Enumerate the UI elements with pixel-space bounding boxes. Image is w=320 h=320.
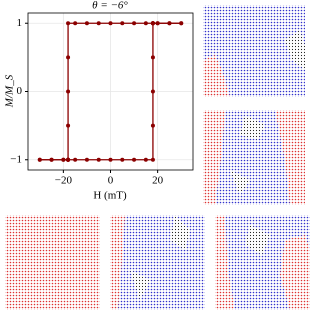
plot-frame (27, 12, 194, 171)
data-point (108, 157, 113, 162)
y-tick-label: 1 (17, 17, 23, 29)
x-tick-label: −20 (55, 175, 73, 187)
x-tick-label: 20 (152, 175, 164, 187)
data-point (150, 89, 155, 94)
x-tick-label: 0 (108, 175, 114, 187)
data-point (66, 157, 71, 162)
domain-panel (203, 110, 305, 205)
data-point (37, 157, 42, 162)
chart-title: θ = −6° (92, 0, 128, 12)
data-point (179, 21, 184, 26)
domain-images (5, 5, 310, 310)
figure: θ = −6° H (mT) M/M_S −20 0 20 −1 0 1 (4, 0, 310, 310)
data-point (73, 21, 78, 26)
data-point (49, 157, 54, 162)
data-point (96, 21, 101, 26)
data-point (150, 123, 155, 128)
data-point (167, 21, 172, 26)
y-tick-label: −1 (10, 153, 22, 165)
data-point (132, 21, 137, 26)
domain-panel (110, 215, 205, 310)
data-point (66, 89, 71, 94)
y-tick-label: 0 (17, 85, 23, 97)
data-point (150, 55, 155, 60)
data-point (84, 21, 89, 26)
data-point (143, 21, 148, 26)
domain-panel (5, 215, 100, 310)
data-point (61, 157, 66, 162)
y-axis-label: M/M_S (4, 74, 16, 108)
data-point (120, 157, 125, 162)
data-point (150, 157, 155, 162)
data-point (150, 21, 155, 26)
data-point (66, 21, 71, 26)
data-point (66, 123, 71, 128)
domain-panel (203, 5, 305, 97)
data-point (73, 157, 78, 162)
data-point (84, 157, 89, 162)
data-point (66, 55, 71, 60)
data-point (96, 157, 101, 162)
data-point (155, 21, 160, 26)
domain-panel (215, 215, 310, 310)
data-point (120, 21, 125, 26)
data-point (108, 21, 113, 26)
x-axis-label: H (mT) (93, 190, 127, 202)
data-point (143, 157, 148, 162)
data-point (132, 157, 137, 162)
